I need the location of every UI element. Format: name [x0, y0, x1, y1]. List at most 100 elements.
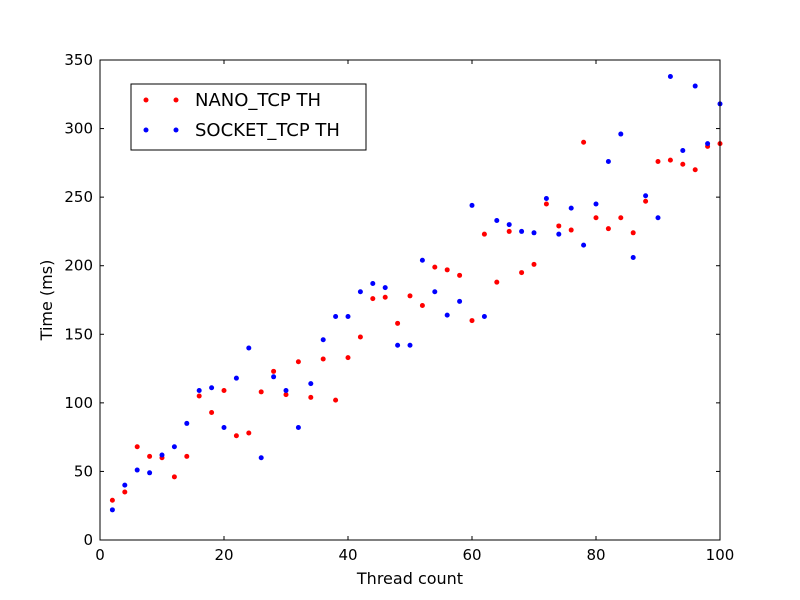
series-1-point — [147, 470, 153, 476]
y-tick-label: 0 — [83, 531, 93, 549]
series-1-point — [667, 73, 673, 79]
x-tick-label: 100 — [706, 546, 735, 564]
series-0-point — [308, 394, 314, 400]
x-axis-title: Thread count — [356, 569, 463, 588]
series-1-point — [159, 452, 165, 458]
series-1-point — [407, 342, 413, 348]
series-1-point — [444, 312, 450, 318]
series-1-point — [283, 388, 289, 394]
series-1-point — [531, 230, 537, 236]
series-0-point — [345, 355, 351, 361]
series-0-point — [581, 139, 587, 145]
series-0-point — [246, 430, 252, 436]
legend-marker-nano-1 — [143, 97, 149, 103]
series-0-point — [444, 267, 450, 273]
series-0-point — [333, 397, 339, 403]
series-1-point — [630, 254, 636, 260]
legend-marker-socket-1 — [143, 127, 149, 133]
series-0-point — [271, 368, 277, 374]
series-0-point — [320, 356, 326, 362]
series-0-point — [233, 433, 239, 439]
series-1-point — [680, 148, 686, 154]
series-1-point — [705, 141, 711, 147]
series-0-point — [196, 393, 202, 399]
series-0-point — [407, 293, 413, 299]
x-tick-label: 20 — [214, 546, 233, 564]
series-0-point — [209, 409, 215, 415]
series-0-point — [519, 270, 525, 276]
series-0-point — [171, 474, 177, 480]
legend-marker-socket-2 — [173, 127, 179, 133]
series-1-point — [246, 345, 252, 351]
series-1-point — [209, 385, 215, 391]
series-1-point — [568, 205, 574, 211]
series-1-point — [134, 467, 140, 473]
series-0-point — [432, 264, 438, 270]
series-1-point — [643, 193, 649, 199]
series-0-point — [605, 226, 611, 232]
y-tick-label: 100 — [64, 394, 93, 412]
y-tick-label: 250 — [64, 188, 93, 206]
y-axis-title: Time (ms) — [37, 260, 56, 342]
y-tick-label: 150 — [64, 325, 93, 343]
series-1-point — [333, 313, 339, 319]
series-1-point — [481, 313, 487, 319]
series-1-point — [171, 444, 177, 450]
series-1-point — [457, 298, 463, 304]
x-tick-label: 80 — [586, 546, 605, 564]
series-0-point — [134, 444, 140, 450]
series-0-point — [395, 320, 401, 326]
series-0-point — [655, 158, 661, 164]
series-1-point — [618, 131, 624, 137]
series-0-point — [122, 489, 128, 495]
series-1-point — [196, 388, 202, 394]
series-0-point — [258, 389, 264, 395]
series-0-point — [643, 198, 649, 204]
series-1-point — [382, 285, 388, 291]
series-1-point — [506, 222, 512, 228]
series-0-point — [494, 279, 500, 285]
series-0-point — [593, 215, 599, 221]
x-tick-label: 0 — [95, 546, 105, 564]
series-1-point — [432, 289, 438, 295]
series-0-point — [382, 294, 388, 300]
plot-area-frame — [99, 59, 721, 541]
y-tick-label: 200 — [64, 257, 93, 275]
series-1-point — [271, 374, 277, 380]
series-0-point — [357, 334, 363, 340]
series-0-point — [147, 453, 153, 459]
series-1-point — [593, 201, 599, 207]
series-1-point — [295, 425, 301, 431]
series-1-point — [122, 482, 128, 488]
series-0-point — [531, 261, 537, 267]
series-0-point — [506, 228, 512, 234]
series-1-point — [184, 420, 190, 426]
series-0-point — [481, 231, 487, 237]
series-1-point — [556, 231, 562, 237]
series-1-point — [469, 202, 475, 208]
legend-marker-nano-2 — [173, 97, 179, 103]
series-0-point — [283, 392, 289, 398]
series-0-point — [667, 157, 673, 163]
series-1-point — [258, 455, 264, 461]
series-1-point — [345, 313, 351, 319]
legend-label-socket: SOCKET_TCP TH — [195, 120, 340, 141]
series-0-point — [370, 296, 376, 302]
series-0-point — [469, 318, 475, 324]
series-1-point — [221, 425, 227, 431]
series-1-point — [581, 242, 587, 248]
series-0-point — [457, 272, 463, 278]
series-0-point — [556, 223, 562, 229]
series-1-point — [494, 217, 500, 223]
series-0-point — [543, 201, 549, 207]
series-0-point — [618, 215, 624, 221]
series-0-point — [692, 167, 698, 173]
legend-box — [130, 83, 367, 151]
series-1-point — [308, 381, 314, 387]
y-tick-label: 300 — [64, 120, 93, 138]
axis-ticks: 0 20 40 60 80 100 0 50 100 150 200 250 300 350 — [64, 51, 734, 564]
series-1-point — [109, 507, 115, 513]
series-1-point — [543, 196, 549, 202]
series-1-point — [357, 289, 363, 295]
series-1-point — [320, 337, 326, 343]
